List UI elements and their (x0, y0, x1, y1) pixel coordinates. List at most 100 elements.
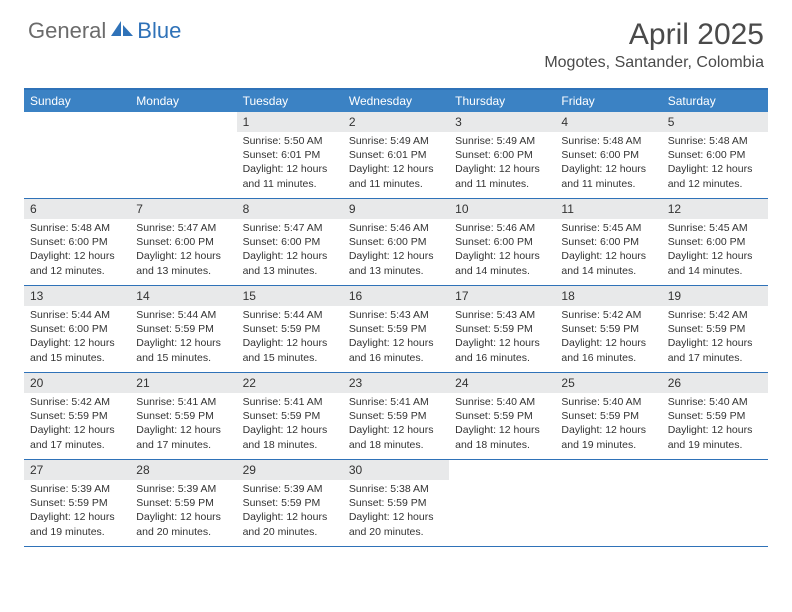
day-details: Sunrise: 5:42 AMSunset: 5:59 PMDaylight:… (555, 306, 661, 369)
day-details: Sunrise: 5:43 AMSunset: 5:59 PMDaylight:… (343, 306, 449, 369)
sunset-line: Sunset: 5:59 PM (668, 409, 762, 423)
sunrise-line: Sunrise: 5:48 AM (30, 221, 124, 235)
sunrise-line: Sunrise: 5:41 AM (349, 395, 443, 409)
daylight-line: Daylight: 12 hours and 11 minutes. (455, 162, 549, 190)
day-cell: 2Sunrise: 5:49 AMSunset: 6:01 PMDaylight… (343, 112, 449, 198)
day-cell (130, 112, 236, 198)
sunrise-line: Sunrise: 5:39 AM (243, 482, 337, 496)
daylight-line: Daylight: 12 hours and 13 minutes. (243, 249, 337, 277)
day-cell: 25Sunrise: 5:40 AMSunset: 5:59 PMDayligh… (555, 373, 661, 459)
day-details: Sunrise: 5:46 AMSunset: 6:00 PMDaylight:… (343, 219, 449, 282)
day-number: 4 (555, 112, 661, 132)
day-details: Sunrise: 5:49 AMSunset: 6:00 PMDaylight:… (449, 132, 555, 195)
day-cell: 8Sunrise: 5:47 AMSunset: 6:00 PMDaylight… (237, 199, 343, 285)
daylight-line: Daylight: 12 hours and 16 minutes. (561, 336, 655, 364)
day-cell: 5Sunrise: 5:48 AMSunset: 6:00 PMDaylight… (662, 112, 768, 198)
sunrise-line: Sunrise: 5:46 AM (455, 221, 549, 235)
daylight-line: Daylight: 12 hours and 13 minutes. (349, 249, 443, 277)
day-details: Sunrise: 5:41 AMSunset: 5:59 PMDaylight:… (343, 393, 449, 456)
sunset-line: Sunset: 5:59 PM (136, 496, 230, 510)
day-cell: 30Sunrise: 5:38 AMSunset: 5:59 PMDayligh… (343, 460, 449, 546)
daylight-line: Daylight: 12 hours and 12 minutes. (668, 162, 762, 190)
day-number: 21 (130, 373, 236, 393)
day-cell: 15Sunrise: 5:44 AMSunset: 5:59 PMDayligh… (237, 286, 343, 372)
daylight-line: Daylight: 12 hours and 19 minutes. (561, 423, 655, 451)
day-cell: 26Sunrise: 5:40 AMSunset: 5:59 PMDayligh… (662, 373, 768, 459)
sunset-line: Sunset: 6:00 PM (136, 235, 230, 249)
day-number: 1 (237, 112, 343, 132)
sunset-line: Sunset: 6:00 PM (668, 235, 762, 249)
day-details: Sunrise: 5:39 AMSunset: 5:59 PMDaylight:… (24, 480, 130, 543)
day-cell (24, 112, 130, 198)
sunset-line: Sunset: 5:59 PM (349, 496, 443, 510)
weekday-header-row: Sunday Monday Tuesday Wednesday Thursday… (24, 90, 768, 112)
day-details: Sunrise: 5:50 AMSunset: 6:01 PMDaylight:… (237, 132, 343, 195)
day-cell: 16Sunrise: 5:43 AMSunset: 5:59 PMDayligh… (343, 286, 449, 372)
weekday-header: Sunday (24, 90, 130, 112)
day-number: 30 (343, 460, 449, 480)
sunset-line: Sunset: 5:59 PM (455, 409, 549, 423)
daylight-line: Daylight: 12 hours and 15 minutes. (243, 336, 337, 364)
day-cell: 12Sunrise: 5:45 AMSunset: 6:00 PMDayligh… (662, 199, 768, 285)
day-details: Sunrise: 5:49 AMSunset: 6:01 PMDaylight:… (343, 132, 449, 195)
day-details: Sunrise: 5:41 AMSunset: 5:59 PMDaylight:… (130, 393, 236, 456)
daylight-line: Daylight: 12 hours and 20 minutes. (136, 510, 230, 538)
sunset-line: Sunset: 5:59 PM (455, 322, 549, 336)
day-details: Sunrise: 5:43 AMSunset: 5:59 PMDaylight:… (449, 306, 555, 369)
sunrise-line: Sunrise: 5:45 AM (668, 221, 762, 235)
day-details: Sunrise: 5:44 AMSunset: 6:00 PMDaylight:… (24, 306, 130, 369)
day-cell: 3Sunrise: 5:49 AMSunset: 6:00 PMDaylight… (449, 112, 555, 198)
weekday-header: Saturday (662, 90, 768, 112)
daylight-line: Daylight: 12 hours and 19 minutes. (30, 510, 124, 538)
sunset-line: Sunset: 6:00 PM (455, 148, 549, 162)
sunset-line: Sunset: 6:01 PM (349, 148, 443, 162)
day-details: Sunrise: 5:38 AMSunset: 5:59 PMDaylight:… (343, 480, 449, 543)
sunset-line: Sunset: 6:00 PM (349, 235, 443, 249)
sunrise-line: Sunrise: 5:49 AM (455, 134, 549, 148)
day-details: Sunrise: 5:46 AMSunset: 6:00 PMDaylight:… (449, 219, 555, 282)
title-block: April 2025 Mogotes, Santander, Colombia (544, 18, 764, 72)
daylight-line: Daylight: 12 hours and 18 minutes. (243, 423, 337, 451)
day-cell: 22Sunrise: 5:41 AMSunset: 5:59 PMDayligh… (237, 373, 343, 459)
daylight-line: Daylight: 12 hours and 17 minutes. (30, 423, 124, 451)
day-details: Sunrise: 5:47 AMSunset: 6:00 PMDaylight:… (130, 219, 236, 282)
week-row: 13Sunrise: 5:44 AMSunset: 6:00 PMDayligh… (24, 286, 768, 373)
weekday-header: Monday (130, 90, 236, 112)
day-cell: 24Sunrise: 5:40 AMSunset: 5:59 PMDayligh… (449, 373, 555, 459)
daylight-line: Daylight: 12 hours and 15 minutes. (30, 336, 124, 364)
sunrise-line: Sunrise: 5:42 AM (561, 308, 655, 322)
day-details: Sunrise: 5:39 AMSunset: 5:59 PMDaylight:… (237, 480, 343, 543)
sunrise-line: Sunrise: 5:44 AM (136, 308, 230, 322)
day-number: 2 (343, 112, 449, 132)
sunset-line: Sunset: 5:59 PM (349, 409, 443, 423)
day-number: 29 (237, 460, 343, 480)
daylight-line: Daylight: 12 hours and 17 minutes. (136, 423, 230, 451)
sunrise-line: Sunrise: 5:48 AM (668, 134, 762, 148)
day-details: Sunrise: 5:42 AMSunset: 5:59 PMDaylight:… (662, 306, 768, 369)
daylight-line: Daylight: 12 hours and 11 minutes. (561, 162, 655, 190)
sunset-line: Sunset: 6:00 PM (668, 148, 762, 162)
day-number: 24 (449, 373, 555, 393)
day-number: 12 (662, 199, 768, 219)
sunset-line: Sunset: 5:59 PM (561, 409, 655, 423)
day-cell: 20Sunrise: 5:42 AMSunset: 5:59 PMDayligh… (24, 373, 130, 459)
day-number: 22 (237, 373, 343, 393)
day-number: 19 (662, 286, 768, 306)
day-number: 25 (555, 373, 661, 393)
sunrise-line: Sunrise: 5:42 AM (668, 308, 762, 322)
daylight-line: Daylight: 12 hours and 19 minutes. (668, 423, 762, 451)
daylight-line: Daylight: 12 hours and 14 minutes. (561, 249, 655, 277)
daylight-line: Daylight: 12 hours and 15 minutes. (136, 336, 230, 364)
sunset-line: Sunset: 6:00 PM (30, 235, 124, 249)
day-cell: 9Sunrise: 5:46 AMSunset: 6:00 PMDaylight… (343, 199, 449, 285)
daylight-line: Daylight: 12 hours and 17 minutes. (668, 336, 762, 364)
day-details: Sunrise: 5:48 AMSunset: 6:00 PMDaylight:… (662, 132, 768, 195)
sunset-line: Sunset: 5:59 PM (30, 409, 124, 423)
day-cell: 17Sunrise: 5:43 AMSunset: 5:59 PMDayligh… (449, 286, 555, 372)
sunset-line: Sunset: 5:59 PM (561, 322, 655, 336)
day-number: 26 (662, 373, 768, 393)
sunrise-line: Sunrise: 5:43 AM (455, 308, 549, 322)
sunset-line: Sunset: 5:59 PM (30, 496, 124, 510)
logo: General Blue (28, 18, 181, 44)
day-number: 5 (662, 112, 768, 132)
